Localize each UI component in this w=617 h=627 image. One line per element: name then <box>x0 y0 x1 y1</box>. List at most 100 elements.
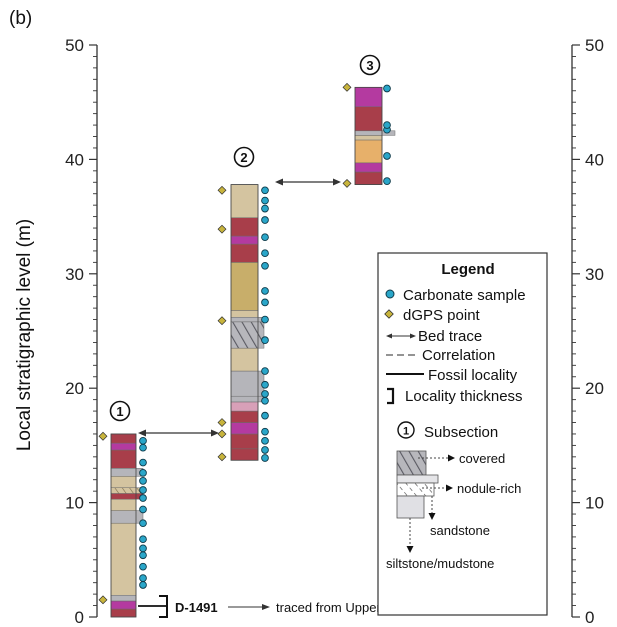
carbonate-sample-point <box>261 298 269 307</box>
bed-maroon <box>230 433 259 450</box>
dgps-point <box>98 595 108 605</box>
column-outline <box>110 433 137 618</box>
legend-item-fossil: Fossil locality <box>428 367 518 384</box>
carbonate-sample-symbol <box>385 289 395 299</box>
carbonate-sample-point <box>261 186 269 195</box>
svg-text:1: 1 <box>116 404 123 419</box>
bed-hatchtan <box>110 487 144 494</box>
column-3 <box>342 82 396 188</box>
column-outline <box>230 184 259 461</box>
svg-text:3: 3 <box>366 58 373 73</box>
bed-maroon <box>230 217 259 237</box>
bed-maroon <box>230 410 259 423</box>
carbonate-sample-point <box>261 261 269 270</box>
columns <box>98 82 396 618</box>
bed-tan <box>230 347 259 372</box>
carbonate-sample-point <box>139 469 147 477</box>
legend-item-dgps: dGPS point <box>403 307 481 324</box>
carbonate-sample-point <box>261 249 269 258</box>
carbonate-sample-point <box>139 535 147 544</box>
bed-tan <box>230 310 259 318</box>
bed-tan <box>354 135 383 141</box>
bed-maroon <box>354 106 383 132</box>
bed-trace-symbol <box>386 333 416 339</box>
bed-magenta <box>230 422 259 435</box>
dgps-point <box>217 429 227 439</box>
carbonate-sample-point <box>261 233 269 242</box>
left-tick-label: 10 <box>65 494 84 513</box>
legend: Legend Carbonate sample dGPS point Bed t… <box>377 252 548 616</box>
locality-thickness-bracket <box>159 595 168 618</box>
left-tick-label: 0 <box>75 608 84 627</box>
carbonate-sample-point <box>383 84 391 93</box>
dgps-point <box>98 431 108 441</box>
bed-maroon <box>110 433 137 444</box>
column-1 <box>98 431 147 618</box>
bed-ochre <box>230 262 259 311</box>
carbonate-sample-point <box>139 574 147 582</box>
key-covered-block <box>396 450 427 476</box>
dgps-point <box>217 185 227 195</box>
locality-thickness-symbol <box>387 387 395 405</box>
dgps-point <box>342 178 352 188</box>
carbonate-sample-point <box>261 204 269 213</box>
carbonate-sample-point <box>261 411 269 420</box>
bed-tan <box>230 184 259 218</box>
carbonate-sample-point <box>139 581 147 589</box>
carbonate-sample-point <box>139 551 147 560</box>
bed-tan <box>110 498 137 511</box>
dgps-point <box>217 452 227 462</box>
subsection-label-2: 2 <box>233 146 255 168</box>
carbonate-sample-point <box>261 436 269 445</box>
key-label-nodule: nodule-rich <box>457 481 521 496</box>
svg-text:2: 2 <box>240 150 247 165</box>
bed-maroon <box>230 448 259 461</box>
bed-tan <box>110 522 137 596</box>
legend-item-thickness: Locality thickness <box>405 388 523 405</box>
key-sandstone-wide-block <box>396 474 439 484</box>
dgps-point <box>217 418 227 427</box>
carbonate-sample-point <box>261 315 269 324</box>
carbonate-sample-point <box>139 519 147 528</box>
bed-gray <box>110 510 144 524</box>
carbonate-sample-point <box>139 436 147 445</box>
bed-maroon <box>110 449 137 469</box>
legend-item-bedtrace: Bed trace <box>418 328 482 345</box>
subsection-label-1: 1 <box>109 400 131 422</box>
key-siltstone-block <box>396 495 425 519</box>
carbonate-sample-point <box>261 454 269 462</box>
right-tick-label: 50 <box>585 36 604 55</box>
left-tick-label: 50 <box>65 36 84 55</box>
legend-item-correlation: Correlation <box>422 347 495 364</box>
bed-magenta <box>354 87 383 108</box>
left-axis-ticks: 0 10 20 30 40 50 <box>65 36 97 627</box>
carbonate-sample-point <box>139 486 147 494</box>
carbonate-sample-point <box>261 396 269 405</box>
bed-covered <box>230 321 265 349</box>
panel-label: (b) <box>9 8 32 29</box>
right-tick-label: 40 <box>585 150 604 169</box>
right-axis-ticks: 0 10 20 30 40 50 <box>572 36 604 627</box>
right-tick-label: 30 <box>585 265 604 284</box>
legend-item-carbonate: Carbonate sample <box>403 287 526 304</box>
carbonate-sample-point <box>139 505 147 514</box>
carbonate-sample-point <box>383 152 391 160</box>
subsection-label-3: 3 <box>359 54 381 76</box>
column-outline <box>354 86 383 185</box>
carbonate-sample-point <box>139 458 147 467</box>
bed-magenta <box>110 600 137 610</box>
bed-magenta <box>230 235 259 245</box>
bed-tan <box>110 476 137 488</box>
carbonate-sample-point <box>261 367 269 375</box>
bed-magenta <box>110 442 137 451</box>
bed-orange <box>354 139 383 164</box>
column-2 <box>217 184 269 462</box>
carbonate-sample-point <box>261 216 269 224</box>
carbonate-sample-point <box>139 562 147 571</box>
legend-title: Legend <box>441 261 494 278</box>
lithology-key-column <box>396 450 439 519</box>
left-tick-label: 20 <box>65 379 84 398</box>
bed-maroon <box>230 243 259 263</box>
left-tick-label: 30 <box>65 265 84 284</box>
